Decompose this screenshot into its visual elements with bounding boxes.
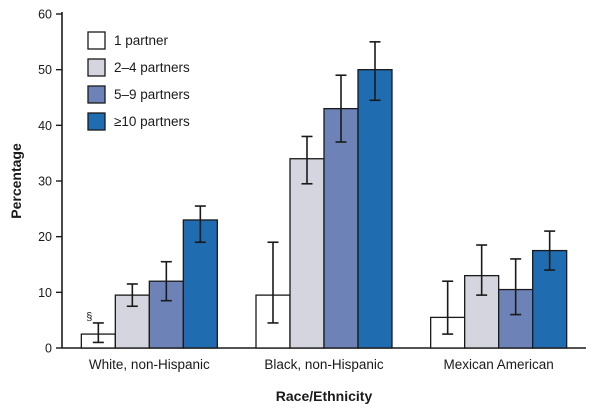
y-tick-label: 50 — [38, 63, 52, 77]
legend-label: 2–4 partners — [114, 60, 190, 75]
category-label: Black, non-Hispanic — [264, 357, 384, 372]
legend-swatch — [87, 112, 106, 131]
footnote-symbol: § — [86, 311, 92, 323]
y-tick-label: 30 — [38, 175, 52, 189]
legend-swatch — [87, 31, 106, 50]
y-tick-label: 20 — [38, 230, 52, 244]
legend-swatch — [87, 58, 106, 77]
bar — [289, 158, 325, 349]
legend-label: 1 partner — [114, 33, 169, 48]
y-tick-label: 40 — [38, 119, 52, 133]
y-tick-label: 60 — [38, 8, 52, 22]
bar — [323, 107, 359, 349]
legend-label: 5–9 partners — [114, 87, 190, 102]
y-tick-label: 10 — [38, 286, 52, 300]
bar — [357, 69, 393, 349]
legend-label: ≥10 partners — [114, 114, 190, 129]
legend-swatch — [87, 85, 106, 104]
y-tick-label: 0 — [45, 342, 52, 356]
category-label: Mexican American — [444, 357, 554, 372]
category-label: White, non-Hispanic — [89, 357, 210, 372]
x-axis-title: Race/Ethnicity — [275, 388, 373, 404]
